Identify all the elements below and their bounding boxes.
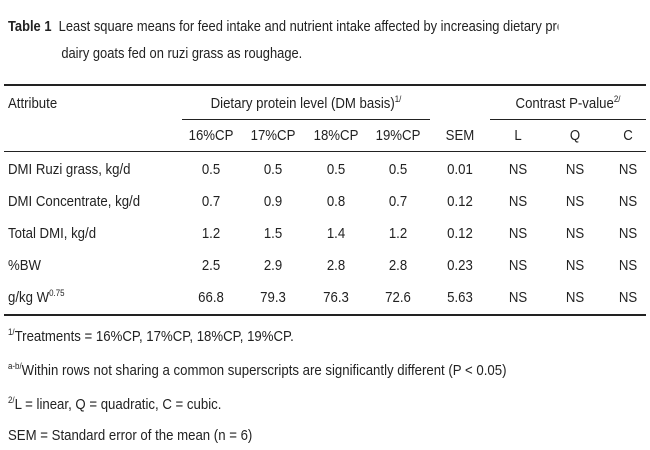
table-cell: NS (508, 161, 528, 178)
table-cell: 0.5 (263, 161, 283, 178)
table-cell: 72.6 (385, 289, 411, 306)
table-bottom-rule (4, 314, 646, 316)
table-cell: NS (565, 289, 585, 306)
footnote: 1/Treatments = 16%CP, 17%CP, 18%CP, 19%C… (8, 328, 294, 346)
row-label: g/kg W0.75 (8, 289, 65, 307)
table-cell: NS (618, 225, 638, 242)
table-cell: NS (508, 193, 528, 210)
footnote-mark: 2/ (8, 395, 15, 405)
column-header: 16%CP (188, 127, 234, 144)
table-cell: 2.8 (388, 257, 408, 274)
table-cell: 2.9 (263, 257, 283, 274)
table-cell: 0.5 (388, 161, 408, 178)
caption-line-1: Table 1 Least square means for feed inta… (8, 13, 558, 40)
caption-text-1: Least square means for feed intake and n… (58, 18, 559, 35)
table-cell: 2.8 (326, 257, 346, 274)
table-cell: 0.7 (201, 193, 221, 210)
table-cell: NS (508, 225, 528, 242)
dietary-protein-header: Dietary protein level (DM basis)1/ (197, 95, 415, 113)
footnote-text: Treatments = 16%CP, 17%CP, 18%CP, 19%CP. (14, 328, 294, 345)
table-cell: 0.9 (263, 193, 283, 210)
column-header: 19%CP (375, 127, 421, 144)
column-header: 17%CP (250, 127, 296, 144)
row-label: Total DMI, kg/d (8, 225, 96, 243)
row-label-text: DMI Ruzi grass, kg/d (8, 161, 131, 178)
table-header-rule (4, 151, 646, 152)
table-cell: NS (618, 161, 638, 178)
row-label-text: g/kg W (8, 289, 50, 306)
table-cell: 79.3 (260, 289, 286, 306)
footnote-text: SEM = Standard error of the mean (n = 6) (8, 427, 253, 444)
column-header: Q (569, 127, 581, 144)
footnote: 2/L = linear, Q = quadratic, C = cubic. (8, 396, 221, 414)
contrast-header-sup: 2/ (613, 94, 621, 104)
row-label: %BW (8, 257, 41, 275)
table-top-rule (4, 84, 646, 86)
group1-underline (182, 119, 430, 120)
table-cell: NS (565, 225, 585, 242)
table-cell: NS (618, 289, 638, 306)
dietary-protein-header-text: Dietary protein level (DM basis) (210, 95, 395, 112)
footnote-text: Within rows not sharing a common supersc… (21, 362, 507, 379)
row-label: DMI Ruzi grass, kg/d (8, 161, 131, 179)
row-label-sup: 0.75 (49, 288, 65, 298)
table-cell: NS (618, 257, 638, 274)
column-header: SEM (445, 127, 475, 144)
table-cell: 2.5 (201, 257, 221, 274)
table-cell: 1.2 (388, 225, 408, 242)
footnote: SEM = Standard error of the mean (n = 6) (8, 427, 252, 445)
dietary-protein-header-sup: 1/ (394, 94, 402, 104)
caption-line-2: dairy goats fed on ruzi grass as roughag… (61, 45, 303, 62)
table-cell: 5.63 (447, 289, 473, 306)
attribute-header: Attribute (8, 95, 58, 112)
table-cell: 0.12 (447, 225, 473, 242)
table-cell: 1.2 (201, 225, 221, 242)
footnote-text: L = linear, Q = quadratic, C = cubic. (14, 396, 222, 413)
row-label-text: %BW (8, 257, 41, 274)
footnote: a-b/Within rows not sharing a common sup… (8, 362, 506, 380)
row-label: DMI Concentrate, kg/d (8, 193, 140, 211)
table-caption: Table 1 Least square means for feed inta… (8, 13, 558, 67)
table-cell: NS (508, 257, 528, 274)
column-header: L (514, 127, 522, 144)
table-cell: 1.4 (326, 225, 346, 242)
footnote-mark: 1/ (8, 327, 15, 337)
table-cell: 0.5 (326, 161, 346, 178)
table-cell: 76.3 (323, 289, 349, 306)
table-cell: NS (565, 193, 585, 210)
contrast-header: Contrast P-value2/ (499, 95, 636, 113)
table-label: Table 1 (8, 18, 52, 35)
table-cell: 0.23 (447, 257, 473, 274)
table-cell: NS (565, 161, 585, 178)
table-cell: 66.8 (198, 289, 224, 306)
contrast-header-text: Contrast P-value (515, 95, 614, 112)
table-cell: NS (508, 289, 528, 306)
table-cell: NS (618, 193, 638, 210)
column-header: C (623, 127, 633, 144)
row-label-text: Total DMI, kg/d (8, 225, 97, 242)
table-cell: 0.7 (388, 193, 408, 210)
table-cell: 0.01 (447, 161, 473, 178)
group2-underline (490, 119, 646, 120)
column-header: 18%CP (313, 127, 359, 144)
table-cell: 0.8 (326, 193, 346, 210)
table-cell: 1.5 (263, 225, 283, 242)
table-cell: 0.12 (447, 193, 473, 210)
table-cell: 0.5 (201, 161, 221, 178)
table-cell: NS (565, 257, 585, 274)
row-label-text: DMI Concentrate, kg/d (8, 193, 141, 210)
footnote-mark: a-b/ (8, 361, 22, 371)
